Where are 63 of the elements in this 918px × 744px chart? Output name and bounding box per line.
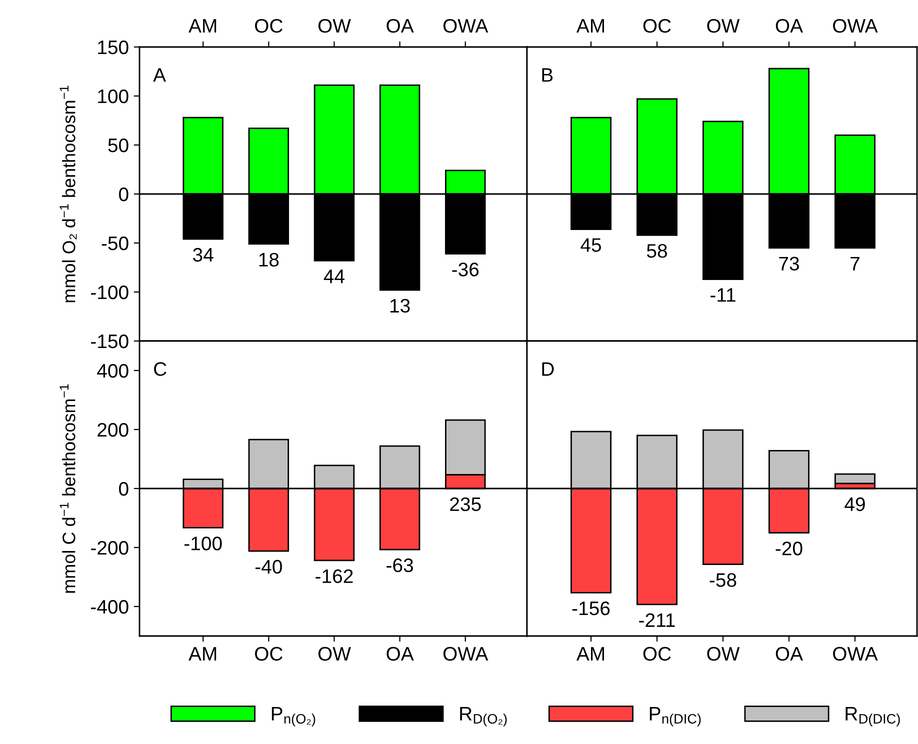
annotation: 235 — [450, 497, 481, 512]
x-tick-label: OA — [776, 646, 803, 661]
annotation: 45 — [580, 238, 602, 252]
annotation: 13 — [390, 298, 410, 313]
y-tick-label: -400 — [91, 600, 128, 614]
text: C — [154, 362, 166, 376]
x-tick-label: OC — [643, 18, 671, 33]
legend-label: P$_{n(O₂)}$ — [272, 707, 316, 726]
x-tick-label: OWA — [443, 18, 488, 33]
annotation: 7 — [850, 256, 860, 270]
annotation: -36 — [452, 262, 479, 276]
x-tick-label: OA — [776, 18, 803, 33]
x-tick-label: AM — [576, 19, 604, 33]
x-tick-label: OWA — [443, 646, 488, 661]
x-tick-label: OC — [255, 646, 283, 661]
legend-label: P$_{n(DIC)}$ — [650, 707, 701, 726]
y-tick-label: 150 — [98, 40, 128, 54]
legend-label: R$_{D(DIC)}$ — [846, 707, 900, 726]
x-tick-label: AM — [188, 647, 216, 661]
y-tick-label: 400 — [97, 364, 128, 378]
annotation: -58 — [710, 573, 736, 587]
y-tick-label: -50 — [102, 236, 128, 250]
x-tick-label: OWA — [833, 646, 878, 661]
annotation: 58 — [646, 244, 667, 258]
annotation: -162 — [316, 569, 353, 584]
annotation: -40 — [255, 560, 282, 574]
x-tick-label: OA — [386, 18, 414, 33]
annotation: 44 — [324, 270, 344, 284]
annotation: 34 — [193, 248, 214, 262]
y-tick-label: 0 — [119, 482, 128, 496]
x-tick-label: OC — [643, 646, 671, 661]
x-tick-label: AM — [576, 647, 604, 661]
annotation: 18 — [259, 252, 279, 267]
text: D — [542, 362, 554, 376]
legend-label: R$_{D(O₂)}$ — [460, 707, 507, 726]
x-tick-label: AM — [188, 19, 216, 33]
y-tick-label: -200 — [91, 540, 128, 555]
y-tick-label: -100 — [91, 285, 128, 300]
annotation: -63 — [386, 558, 413, 572]
y-tick-label: 200 — [98, 422, 128, 437]
x-tick-label: OWA — [833, 18, 878, 33]
y-axis-title: mmol O₂ d$^{−1}$ benthocosm$^{−1}$ — [60, 86, 77, 302]
x-tick-label: OA — [386, 646, 414, 661]
x-tick-label: OW — [707, 18, 740, 33]
y-axis-title: mmol C d$^{−1}$ benthocosm$^{−1}$ — [60, 384, 76, 593]
x-tick-label: OW — [318, 646, 351, 661]
y-tick-label: 50 — [108, 138, 128, 152]
annotation: -156 — [572, 601, 610, 616]
text: A — [153, 68, 166, 82]
y-tick-label: 100 — [98, 89, 128, 104]
annotation: 73 — [779, 256, 799, 271]
bar — [834, 473, 876, 484]
x-tick-label: OW — [318, 18, 351, 33]
y-tick-label: 0 — [119, 187, 128, 202]
annotation: -11 — [710, 288, 736, 302]
annotation: -211 — [639, 613, 675, 627]
y-tick-label: -150 — [91, 334, 128, 348]
x-tick-label: OW — [707, 646, 740, 661]
annotation: -100 — [184, 536, 222, 550]
x-tick-label: OC — [255, 18, 283, 33]
annotation: -20 — [776, 542, 802, 556]
annotation: 49 — [844, 497, 865, 512]
text: B — [542, 68, 553, 82]
